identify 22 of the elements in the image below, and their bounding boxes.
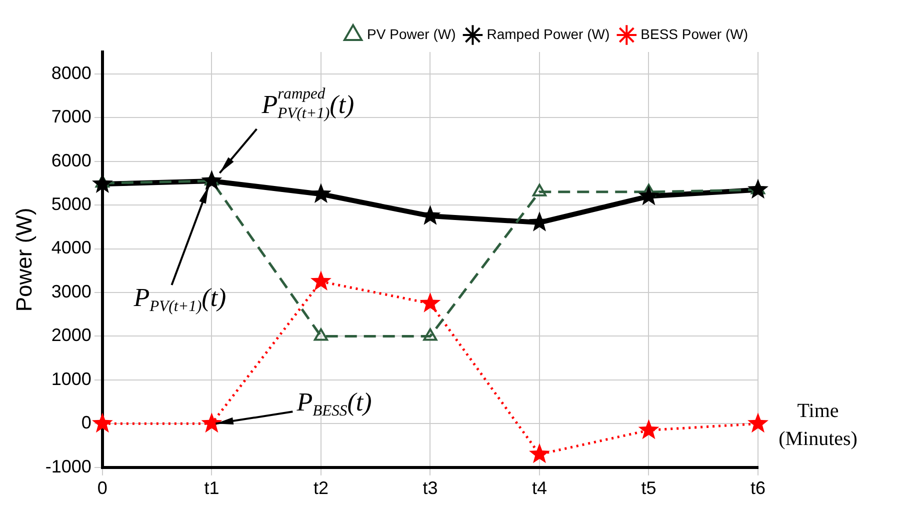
y-tick-label: -1000 xyxy=(45,456,92,476)
y-tick-label: 6000 xyxy=(51,150,92,170)
y-tick-label: 4000 xyxy=(51,238,92,258)
legend-label: PV Power (W) xyxy=(367,26,456,42)
x-tick-label: t6 xyxy=(750,478,766,498)
y-tick-label: 1000 xyxy=(51,368,92,389)
x-tick-label: t2 xyxy=(313,478,328,498)
y-tick-label: 8000 xyxy=(51,62,92,83)
x-axis-title: Time (Minutes) xyxy=(778,400,858,450)
x-tick-label: t4 xyxy=(532,478,547,498)
x-tick-label: 0 xyxy=(97,478,108,498)
y-tick-label: 0 xyxy=(81,412,92,433)
y-tick-label: 7000 xyxy=(51,106,92,127)
y-tick-label: 5000 xyxy=(51,194,92,214)
x-tick-label: t3 xyxy=(422,478,438,498)
y-axis-title: Power (W) xyxy=(11,208,36,312)
y-tick-label: 2000 xyxy=(51,325,92,346)
x-tick-label: t1 xyxy=(204,478,220,498)
x-tick-label: t5 xyxy=(641,478,656,498)
legend-label: BESS Power (W) xyxy=(640,26,748,42)
y-tick-label: 3000 xyxy=(51,281,92,302)
legend-label: Ramped Power (W) xyxy=(486,26,610,42)
